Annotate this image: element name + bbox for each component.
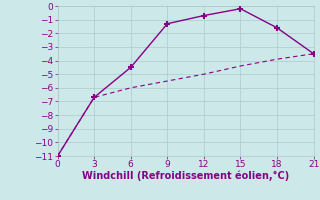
X-axis label: Windchill (Refroidissement éolien,°C): Windchill (Refroidissement éolien,°C) bbox=[82, 171, 289, 181]
